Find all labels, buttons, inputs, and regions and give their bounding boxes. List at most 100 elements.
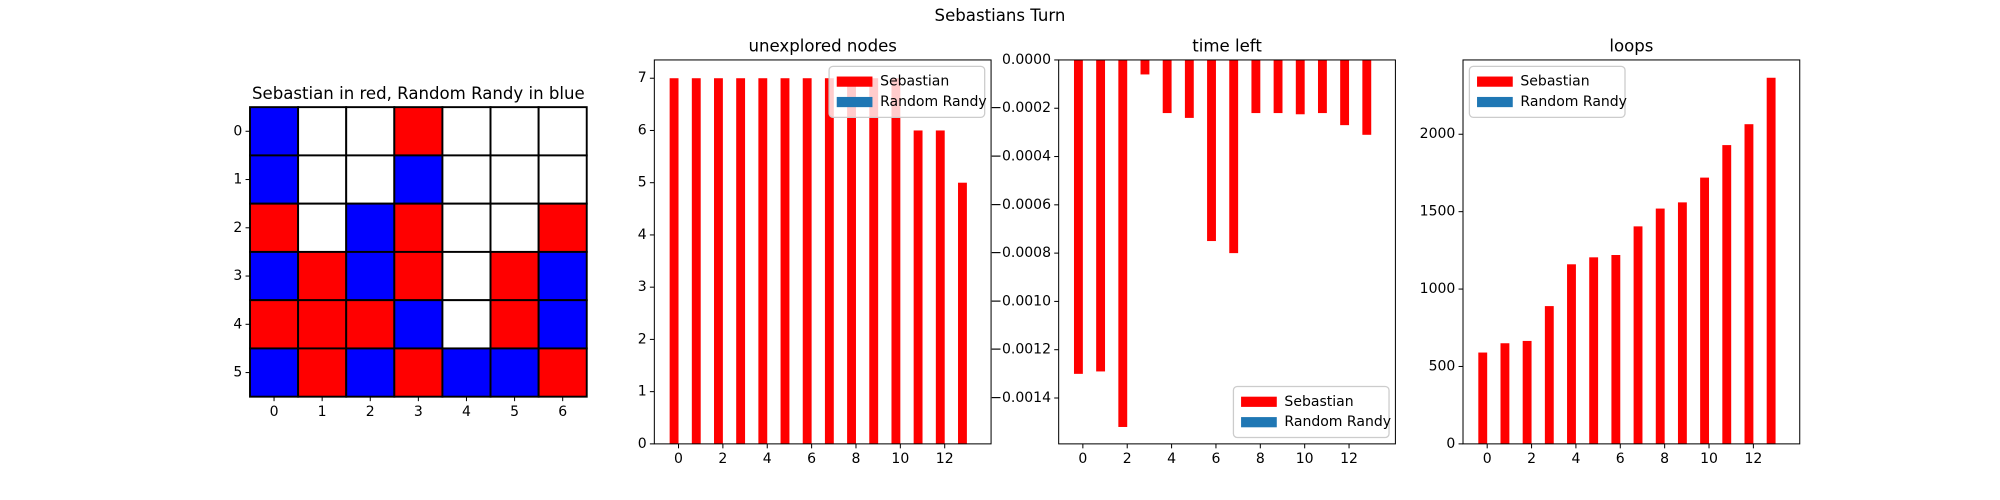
- legend-swatch: [1241, 417, 1277, 428]
- cell: [537, 347, 588, 398]
- cell: [297, 106, 348, 157]
- bar: [1184, 59, 1194, 118]
- bar: [691, 78, 701, 444]
- bar: [935, 130, 945, 444]
- bar: [1766, 77, 1776, 444]
- x-tick-label: 0: [674, 451, 683, 467]
- cell: [393, 347, 444, 398]
- y-tick-label: −0.0004: [990, 149, 1051, 165]
- cell: [441, 347, 492, 398]
- bar: [1229, 59, 1239, 254]
- bar: [958, 182, 967, 444]
- y-tick-label: −0.0012: [990, 342, 1051, 358]
- x-tick-label: 0: [1078, 451, 1087, 467]
- legend-label: Random Randy: [1520, 94, 1627, 110]
- bar: [714, 78, 723, 444]
- bar: [1722, 145, 1732, 444]
- y-tick-label: 1: [638, 384, 647, 400]
- bar: [780, 78, 790, 444]
- figure-title: Sebastians Turn: [935, 6, 1066, 25]
- bar: [736, 78, 746, 444]
- y-tick-label: 0.0000: [1002, 52, 1051, 68]
- x-tick-label: 2: [366, 404, 375, 420]
- cell: [297, 299, 348, 350]
- x-tick-label: 2: [718, 451, 727, 467]
- y-tick-label: 0: [638, 436, 647, 452]
- legend-label: Sebastian: [880, 74, 949, 90]
- bar: [1611, 255, 1621, 444]
- cell: [489, 250, 540, 302]
- bar: [1096, 59, 1106, 372]
- bar: [1522, 340, 1532, 444]
- x-tick-label: 4: [1167, 451, 1176, 467]
- y-tick-label: 500: [1429, 358, 1456, 374]
- legend-label: Sebastian: [1520, 74, 1589, 90]
- bar: [869, 78, 879, 444]
- axes-frame: [1462, 59, 1801, 445]
- cell: [537, 250, 588, 302]
- axes-frame: [653, 59, 992, 445]
- axes-title: unexplored nodes: [748, 37, 896, 56]
- cell: [489, 154, 540, 205]
- x-tick-label: 8: [852, 451, 861, 467]
- axes-title: time left: [1192, 37, 1262, 56]
- y-tick-label: 7: [638, 70, 647, 86]
- cell: [537, 154, 588, 205]
- x-tick-label: 2: [1123, 451, 1132, 467]
- cell: [297, 347, 348, 398]
- cell: [249, 299, 300, 350]
- x-tick-label: 8: [1256, 451, 1265, 467]
- cell: [345, 202, 396, 253]
- y-tick-label: 4: [233, 316, 242, 332]
- cell: [249, 250, 300, 302]
- bar: [669, 78, 679, 444]
- y-tick-label: 3: [638, 279, 647, 295]
- bar: [1677, 202, 1687, 444]
- y-tick-label: 1: [233, 172, 242, 188]
- cell: [249, 202, 300, 253]
- bar: [1589, 257, 1599, 444]
- cell: [489, 106, 540, 157]
- x-tick-label: 5: [510, 404, 519, 420]
- cell: [537, 202, 588, 253]
- x-tick-label: 0: [270, 404, 279, 420]
- axes-frame: [1058, 59, 1396, 445]
- bar: [1073, 59, 1083, 374]
- x-tick-label: 8: [1660, 451, 1669, 467]
- y-tick-label: 5: [233, 365, 242, 381]
- y-tick-label: −0.0008: [990, 245, 1051, 261]
- x-tick-label: 6: [1211, 451, 1220, 467]
- y-tick-label: 1500: [1420, 204, 1456, 220]
- y-tick-label: 3: [233, 268, 242, 284]
- bar: [1362, 59, 1372, 135]
- y-tick-label: 0: [1446, 436, 1455, 452]
- bar: [1744, 124, 1754, 444]
- bar: [1500, 343, 1510, 444]
- cell: [393, 154, 444, 205]
- cell: [297, 154, 348, 205]
- cell: [441, 250, 492, 302]
- legend-swatch: [1477, 96, 1513, 108]
- cell: [393, 106, 444, 157]
- cell: [297, 250, 348, 302]
- cell: [249, 347, 300, 398]
- cell: [537, 106, 588, 157]
- cell: [441, 299, 492, 350]
- bar: [1317, 59, 1327, 114]
- bar: [824, 78, 834, 444]
- bar: [1207, 59, 1216, 242]
- bar: [1273, 59, 1283, 114]
- cell: [489, 347, 540, 398]
- cell: [345, 299, 396, 350]
- cell: [441, 202, 492, 253]
- bar: [1162, 59, 1172, 114]
- cell: [393, 250, 444, 302]
- bar: [1295, 59, 1305, 115]
- bar: [1251, 59, 1261, 114]
- legend-label: Random Randy: [1284, 414, 1391, 430]
- cell: [441, 106, 492, 157]
- bar: [847, 78, 856, 444]
- cell: [345, 106, 396, 157]
- bar: [1567, 264, 1576, 444]
